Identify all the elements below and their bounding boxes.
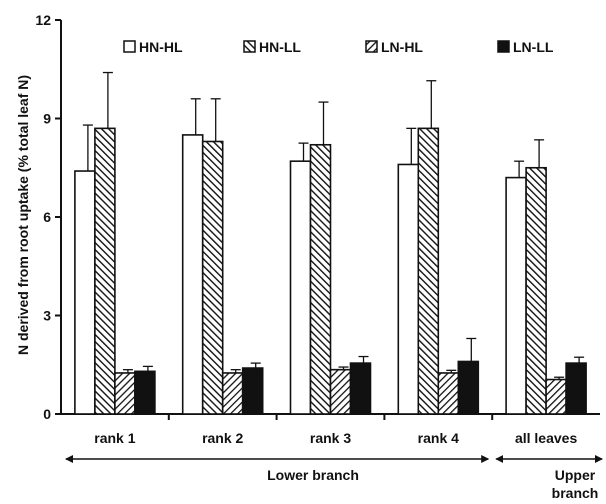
legend-swatch-hn-hl bbox=[123, 40, 136, 53]
legend-label: LN-HL bbox=[381, 39, 423, 55]
bar-ln-ll-rank-1 bbox=[134, 370, 156, 415]
x-tick-label: rank 2 bbox=[202, 430, 243, 446]
x-tick-label: rank 1 bbox=[94, 430, 135, 446]
bar-hn-ll-all-leaves bbox=[525, 166, 547, 415]
group-label-line: Upper bbox=[555, 467, 596, 483]
bar-ln-ll-rank-4 bbox=[457, 360, 480, 415]
y-tick-label: 9 bbox=[43, 111, 51, 127]
legend-swatch-hn-ll bbox=[243, 40, 256, 53]
legend-swatch-ln-hl bbox=[365, 40, 378, 53]
legend-label: HN-HL bbox=[139, 39, 183, 55]
bars bbox=[74, 71, 587, 415]
y-tick-label: 3 bbox=[43, 308, 51, 324]
y-axis-title: N derived from root uptake (% total leaf… bbox=[15, 75, 31, 355]
bar-hn-hl-rank-2 bbox=[181, 134, 204, 415]
y-tick-label: 0 bbox=[43, 406, 51, 422]
bar-hn-hl-rank-4 bbox=[397, 163, 420, 415]
legend: HN-HL HN-LL LN-HL LN-LL bbox=[123, 39, 554, 55]
bar-hn-ll-rank-1 bbox=[94, 127, 116, 415]
group-label-line: branch bbox=[552, 485, 599, 501]
branch-annotations: Lower branch Upper branch bbox=[65, 455, 603, 501]
y-tick-label: 12 bbox=[35, 12, 51, 28]
bar-ln-ll-all-leaves bbox=[565, 362, 587, 415]
group-label-lower-branch: Lower branch bbox=[267, 467, 359, 483]
bar-ln-ll-rank-2 bbox=[241, 367, 264, 415]
bar-hn-ll-rank-3 bbox=[309, 143, 332, 415]
bar-ln-hl-rank-3 bbox=[329, 368, 352, 415]
bar-hn-ll-rank-2 bbox=[201, 140, 224, 415]
legend-label: HN-LL bbox=[259, 39, 301, 55]
x-tick-label: rank 4 bbox=[418, 430, 459, 446]
bar-hn-hl-all-leaves bbox=[505, 176, 527, 415]
y-tick-label: 6 bbox=[43, 209, 51, 225]
bar-hn-hl-rank-1 bbox=[74, 170, 96, 415]
group-label-upper-branch: Upper branch bbox=[552, 467, 599, 501]
x-tick-label: rank 3 bbox=[310, 430, 351, 446]
bar-ln-hl-rank-2 bbox=[221, 372, 244, 415]
bar-ln-hl-rank-4 bbox=[437, 372, 460, 415]
legend-swatch-ln-ll bbox=[497, 40, 510, 53]
bar-ln-hl-all-leaves bbox=[545, 378, 567, 415]
x-tick-label: all leaves bbox=[515, 430, 577, 446]
bar-ln-ll-rank-3 bbox=[349, 362, 372, 415]
legend-label: LN-LL bbox=[513, 39, 554, 55]
bar-hn-hl-rank-3 bbox=[289, 160, 312, 415]
bar-ln-hl-rank-1 bbox=[114, 372, 136, 415]
bar-hn-ll-rank-4 bbox=[417, 127, 440, 415]
